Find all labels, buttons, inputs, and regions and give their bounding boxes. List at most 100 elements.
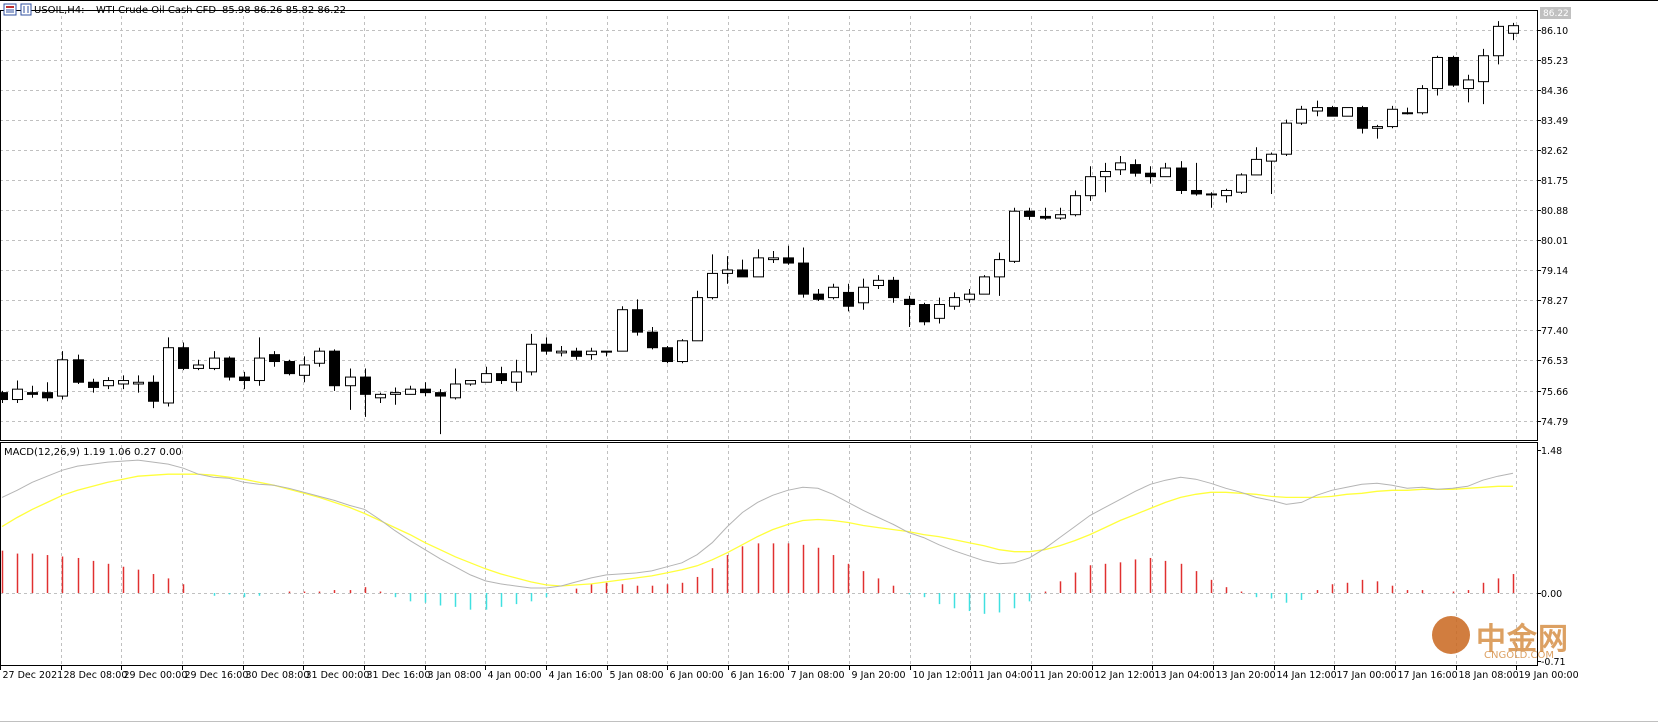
candle: [284, 359, 295, 376]
bear-candle-body: [269, 354, 280, 363]
ohlc-readout: 85.98 86.26 85.82 86.22: [222, 5, 346, 16]
candle: [904, 295, 915, 327]
bear-candle-body: [798, 262, 809, 295]
candle: [42, 382, 53, 402]
candle: [148, 375, 159, 409]
bull-candle-body: [511, 371, 522, 383]
bear-candle-body: [1191, 189, 1202, 195]
bull-candle-body: [209, 357, 220, 369]
bull-candle-body: [949, 297, 960, 307]
candle: [73, 354, 84, 384]
time-tick-label: 29 Dec 16:00: [185, 670, 249, 681]
candle: [88, 378, 99, 393]
bear-candle-body: [1327, 107, 1338, 117]
macd-line: [1, 459, 1514, 589]
chart-window-icon[interactable]: [3, 3, 17, 16]
bull-candle-body: [133, 381, 144, 385]
candle: [722, 256, 733, 284]
candle: [511, 359, 522, 391]
candle: [133, 375, 144, 393]
bear-candle-body: [329, 350, 340, 387]
candle: [964, 288, 975, 303]
bull-candle-body: [1160, 167, 1171, 178]
bear-candle-body: [27, 392, 38, 395]
candle: [239, 371, 250, 390]
bull-candle-body: [828, 286, 839, 299]
bull-candle-body: [979, 276, 990, 295]
bull-candle-body: [1266, 153, 1277, 162]
bull-candle-body: [526, 343, 537, 373]
candle: [1221, 188, 1232, 203]
candle: [465, 380, 476, 386]
price-tick-label: 83.49: [1541, 116, 1568, 127]
candle: [1402, 107, 1413, 115]
time-tick-label: 27 Dec 2021: [3, 670, 64, 681]
bear-candle-body: [239, 376, 250, 382]
bull-candle-body: [1508, 25, 1519, 34]
bear-candle-body: [843, 291, 854, 307]
bull-candle-body: [1493, 25, 1504, 57]
candle: [1387, 105, 1398, 129]
bull-candle-body: [556, 350, 567, 354]
bull-candle-body: [1236, 174, 1247, 193]
candle: [1448, 55, 1459, 87]
bull-candle-body: [1432, 56, 1443, 90]
bull-candle-body: [1085, 176, 1096, 197]
watermark-logo-icon: [1432, 616, 1470, 654]
candle: [1372, 124, 1383, 139]
candle: [753, 249, 764, 278]
candle: [541, 337, 552, 355]
bull-candle-body: [964, 293, 975, 300]
bull-candle-body: [57, 359, 68, 397]
candle: [526, 333, 537, 376]
candle: [662, 345, 673, 364]
time-tick-label: 9 Jan 20:00: [852, 670, 906, 681]
candle: [57, 351, 68, 400]
signal-line: [1, 473, 1513, 587]
price-tick-label: 84.36: [1541, 86, 1568, 97]
candle: [12, 380, 23, 403]
candle: [692, 290, 703, 342]
macd-indicator-label: MACD(12,26,9) 1.19 1.06 0.27 0.00: [4, 447, 182, 458]
candle: [435, 389, 446, 435]
candle: [1508, 22, 1519, 41]
time-tick-label: 6 Jan 16:00: [731, 670, 785, 681]
bull-candle-body: [481, 373, 492, 383]
candle: [617, 306, 628, 352]
candle: [1281, 119, 1292, 156]
bear-candle-body: [904, 298, 915, 306]
macd-tick-label: 1.48: [1541, 446, 1562, 457]
bear-candle-body: [1176, 167, 1187, 191]
bear-candle-body: [919, 304, 930, 323]
bear-candle-body: [435, 392, 446, 397]
bear-candle-body: [632, 309, 643, 333]
bull-candle-body: [1387, 108, 1398, 128]
time-tick-label: 30 Dec 08:00: [246, 670, 310, 681]
bull-candle-body: [1372, 126, 1383, 129]
bear-candle-body: [647, 331, 658, 349]
candle: [768, 250, 779, 264]
bull-candle-body: [1055, 214, 1066, 219]
time-tick-label: 11 Jan 04:00: [973, 670, 1033, 681]
bull-candle-body: [118, 380, 129, 385]
bear-candle-body: [1024, 210, 1035, 217]
bull-candle-body: [1312, 107, 1323, 112]
candle: [1251, 147, 1262, 176]
price-tick-label: 81.75: [1541, 176, 1568, 187]
bull-candle-body: [858, 286, 869, 304]
bull-candle-body: [450, 383, 461, 399]
bull-candle-body: [1009, 210, 1020, 262]
bull-candle-body: [873, 279, 884, 287]
price-tick-label: 82.62: [1541, 146, 1568, 157]
candle: [858, 278, 869, 310]
time-tick-label: 31 Dec 00:00: [306, 670, 370, 681]
bull-candle-body: [193, 364, 204, 369]
bull-candle-body: [1281, 122, 1292, 155]
price-tick-label: 85.23: [1541, 56, 1568, 67]
candle: [677, 339, 688, 364]
candle: [934, 297, 945, 324]
candle: [1312, 100, 1323, 117]
bear-candle-body: [783, 257, 794, 264]
bull-candle-body: [1402, 112, 1413, 115]
